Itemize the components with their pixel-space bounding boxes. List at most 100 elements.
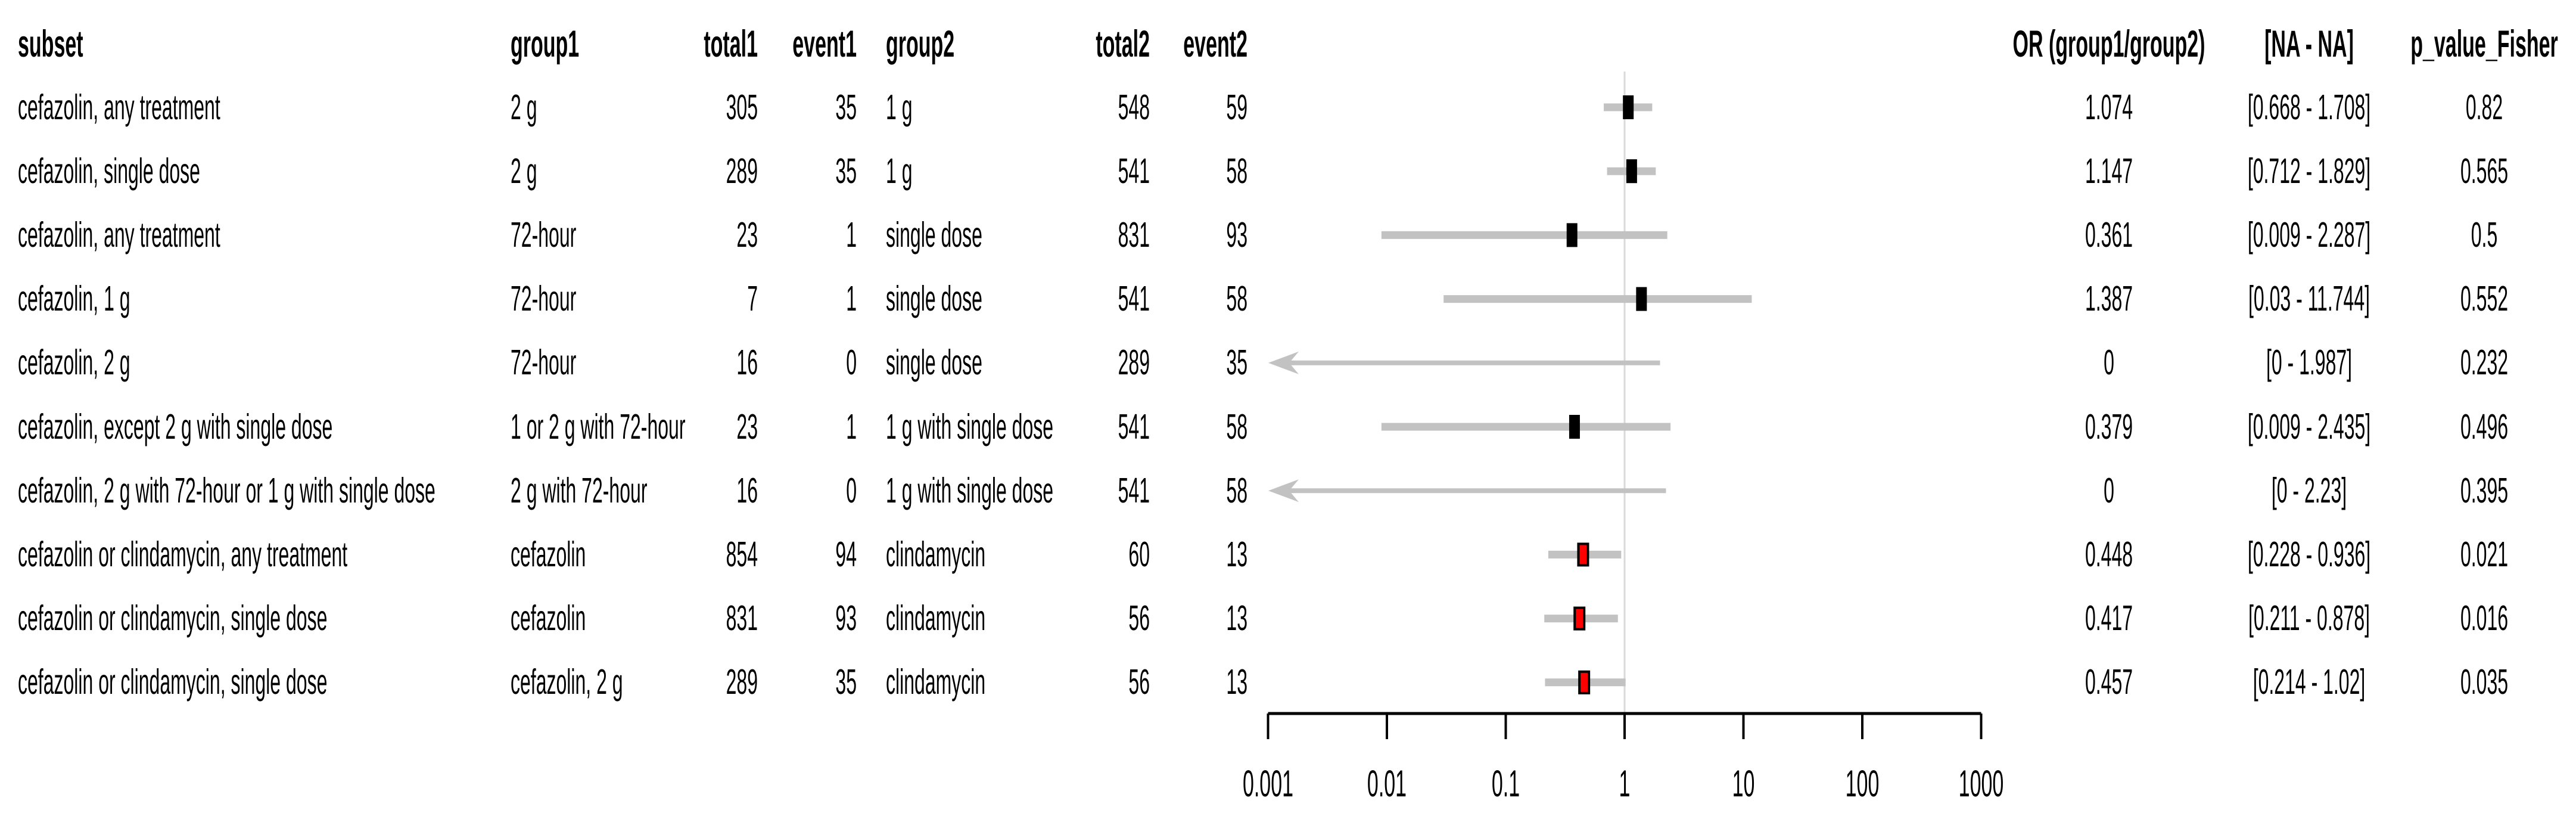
row-9-p: 0.035 bbox=[2395, 662, 2574, 702]
row-5-total1-text: 23 bbox=[736, 406, 758, 446]
row-0-total1: 305 bbox=[639, 86, 758, 127]
row-1-total1: 289 bbox=[639, 150, 758, 191]
row-9-group2: clindamycin bbox=[886, 662, 1118, 702]
row-3-ci-text: [0.03 - 11.744] bbox=[2248, 278, 2370, 318]
row-1-total1-text: 289 bbox=[726, 150, 758, 191]
axis-tick-label-text: 0.001 bbox=[1242, 762, 1294, 805]
row-7-p-text: 0.021 bbox=[2460, 534, 2509, 574]
row-1-event2-text: 58 bbox=[1226, 150, 1247, 191]
row-9-total2: 56 bbox=[1031, 662, 1150, 702]
row-6-total1: 16 bbox=[639, 470, 758, 510]
row-6-or: 0 bbox=[2020, 470, 2198, 510]
row-1-group1: 2 g bbox=[511, 151, 743, 191]
header-p: p_value_Fisher bbox=[2410, 23, 2558, 66]
axis-tick-label: 1 bbox=[1577, 763, 1672, 805]
row-6-or-text: 0 bbox=[2104, 470, 2114, 510]
row-3-p-text: 0.552 bbox=[2460, 278, 2509, 318]
header-event2: event2 bbox=[1183, 23, 1247, 66]
row-7-or-text: 0.448 bbox=[2085, 534, 2133, 574]
axis-tick-label: 1000 bbox=[1934, 763, 2029, 805]
row-2-event1: 1 bbox=[738, 215, 857, 255]
row-6-group1: 2 g with 72-hour bbox=[511, 470, 743, 510]
row-8-ci: [0.211 - 0.878] bbox=[2190, 598, 2428, 638]
row-2-event2-text: 93 bbox=[1226, 215, 1247, 255]
or-marker-black bbox=[1626, 159, 1637, 184]
row-9-event2: 13 bbox=[1128, 662, 1247, 702]
row-0-p: 0.82 bbox=[2395, 86, 2574, 127]
row-1-or-text: 1.147 bbox=[2085, 150, 2133, 191]
row-3-group1: 72-hour bbox=[511, 278, 743, 318]
row-5-p-text: 0.496 bbox=[2460, 406, 2509, 446]
row-3-event1: 1 bbox=[738, 278, 857, 318]
row-2-group1: 72-hour bbox=[511, 215, 743, 255]
row-9-total2-text: 56 bbox=[1128, 662, 1150, 702]
row-2-subset-text: cefazolin, any treatment bbox=[18, 215, 220, 255]
row-2-p: 0.5 bbox=[2395, 215, 2574, 255]
row-8-or-text: 0.417 bbox=[2085, 598, 2133, 638]
row-1-group2-text: 1 g bbox=[886, 150, 913, 191]
row-7-event2: 13 bbox=[1128, 534, 1247, 574]
row-1-subset-text: cefazolin, single dose bbox=[18, 150, 200, 191]
row-9-ci: [0.214 - 1.02] bbox=[2190, 662, 2428, 702]
row-3-total1: 7 bbox=[639, 278, 758, 318]
row-5-event2: 58 bbox=[1128, 407, 1247, 446]
row-5-subset-text: cefazolin, except 2 g with single dose bbox=[18, 406, 333, 446]
row-7-event1: 94 bbox=[738, 534, 857, 574]
row-2-or-text: 0.361 bbox=[2085, 215, 2133, 255]
row-5-group1-text: 1 or 2 g with 72-hour bbox=[511, 406, 686, 446]
row-5-event1-text: 1 bbox=[846, 406, 857, 446]
row-3-event2-text: 58 bbox=[1226, 278, 1247, 318]
row-4-event1: 0 bbox=[738, 343, 857, 383]
row-2-or: 0.361 bbox=[2020, 215, 2198, 255]
row-6-group2-text: 1 g with single dose bbox=[886, 470, 1054, 510]
row-0-event1: 35 bbox=[738, 86, 857, 127]
row-2-total2: 831 bbox=[1031, 215, 1150, 255]
row-9-group2-text: clindamycin bbox=[886, 662, 986, 702]
row-5-or: 0.379 bbox=[2020, 406, 2198, 446]
row-6-p-text: 0.395 bbox=[2460, 470, 2509, 510]
row-4-p-text: 0.232 bbox=[2460, 342, 2509, 383]
axis-tick-label: 100 bbox=[1815, 763, 1910, 805]
axis-tick-label: 10 bbox=[1696, 763, 1791, 805]
row-6-group2: 1 g with single dose bbox=[886, 470, 1118, 510]
row-0-or: 1.074 bbox=[2020, 87, 2198, 127]
axis-tick-label-text: 10 bbox=[1732, 762, 1755, 805]
row-1-event1-text: 35 bbox=[835, 150, 857, 191]
row-7-or: 0.448 bbox=[2020, 534, 2198, 574]
row-0-event2-text: 59 bbox=[1226, 86, 1247, 127]
row-8-group2-text: clindamycin bbox=[886, 598, 986, 638]
row-0-total1-text: 305 bbox=[726, 86, 758, 127]
row-4-subset: cefazolin, 2 g bbox=[18, 343, 494, 383]
row-0-group2: 1 g bbox=[886, 87, 1118, 127]
row-1-total2-text: 541 bbox=[1118, 150, 1150, 191]
row-4-event2: 35 bbox=[1128, 342, 1247, 383]
header-event1: event1 bbox=[792, 23, 857, 66]
row-6-event2-text: 58 bbox=[1226, 470, 1247, 510]
row-7-total1-text: 854 bbox=[726, 534, 758, 574]
or-marker-black bbox=[1566, 223, 1578, 247]
row-0-p-text: 0.82 bbox=[2465, 86, 2503, 127]
row-9-p-text: 0.035 bbox=[2460, 662, 2509, 702]
row-9-subset: cefazolin or clindamycin, single dose bbox=[18, 662, 494, 702]
row-8-ci-text: [0.211 - 0.878] bbox=[2248, 598, 2370, 638]
row-4-event2-text: 35 bbox=[1226, 342, 1247, 383]
row-9-event1: 35 bbox=[738, 662, 857, 702]
row-0-total2: 548 bbox=[1031, 87, 1150, 127]
row-6-event1-text: 0 bbox=[846, 470, 857, 510]
row-5-or-text: 0.379 bbox=[2085, 406, 2133, 446]
row-5-group2-text: 1 g with single dose bbox=[886, 406, 1054, 446]
axis-tick-label-text: 1000 bbox=[1958, 762, 2004, 805]
row-0-event1-text: 35 bbox=[835, 86, 857, 127]
row-6-ci: [0 - 2.23] bbox=[2190, 470, 2428, 510]
axis-tick-label: 0.01 bbox=[1339, 763, 1435, 805]
row-7-total1: 854 bbox=[639, 534, 758, 574]
row-0-ci-text: [0.668 - 1.708] bbox=[2247, 86, 2371, 127]
row-4-group1: 72-hour bbox=[511, 343, 743, 383]
row-9-ci-text: [0.214 - 1.02] bbox=[2253, 662, 2366, 702]
row-7-group2-text: clindamycin bbox=[886, 534, 986, 574]
row-9-total1: 289 bbox=[639, 662, 758, 702]
axis-tick-label: 0.001 bbox=[1221, 763, 1316, 805]
row-0-group1: 2 g bbox=[511, 87, 743, 127]
header-ci: [NA - NA] bbox=[2264, 23, 2354, 66]
row-4-total2: 289 bbox=[1031, 343, 1150, 383]
